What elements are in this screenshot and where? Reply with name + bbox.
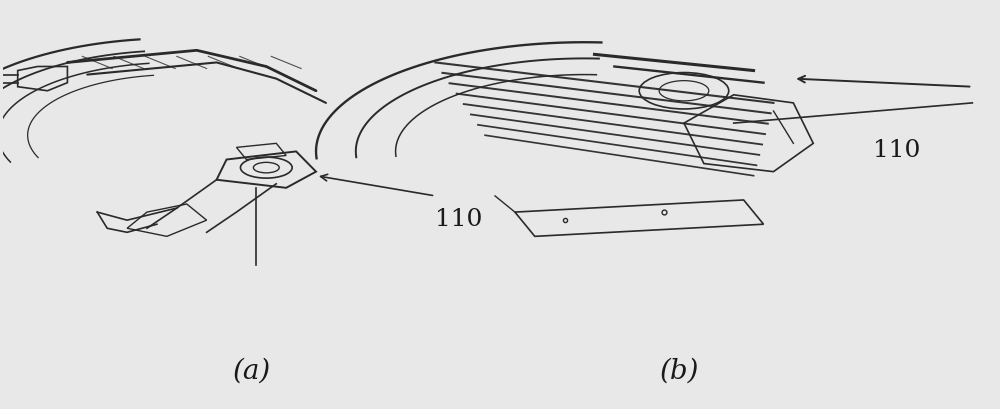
- Text: (b): (b): [659, 357, 699, 383]
- Text: 110: 110: [873, 139, 920, 162]
- Text: (a): (a): [232, 357, 271, 383]
- Text: 110: 110: [435, 207, 483, 230]
